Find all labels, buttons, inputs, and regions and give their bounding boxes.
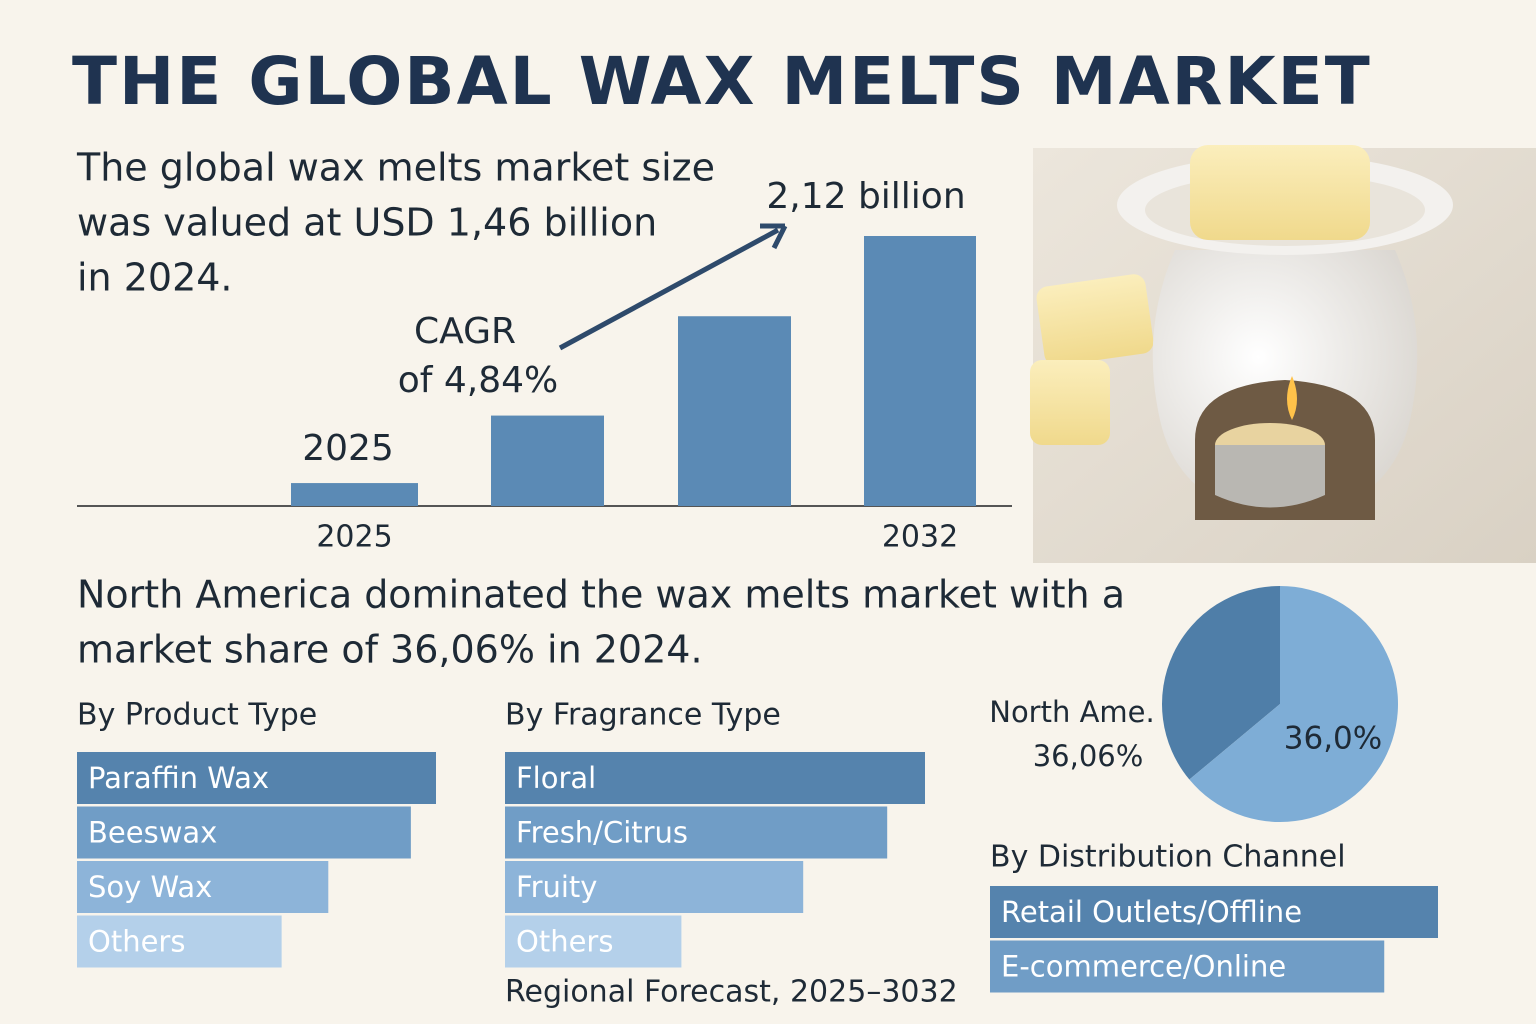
annotation: 2025 xyxy=(302,428,394,469)
bar xyxy=(77,915,282,968)
section-heading: By Product Type xyxy=(77,698,317,733)
bar xyxy=(864,236,976,506)
intro-line: in 2024. xyxy=(77,256,233,300)
annotation: CAGR xyxy=(414,311,516,352)
bar xyxy=(990,940,1385,993)
bar-label: Retail Outlets/Offline xyxy=(1001,895,1302,929)
bar-label: E-commerce/Online xyxy=(1001,950,1286,984)
bar-label: Fruity xyxy=(516,870,597,904)
section-heading: By Distribution Channel xyxy=(990,840,1346,875)
bar-label: Fresh/Citrus xyxy=(516,816,688,850)
bar-label: Soy Wax xyxy=(88,870,212,904)
bar xyxy=(990,886,1438,938)
bar xyxy=(678,316,791,506)
bar xyxy=(505,915,682,968)
page-title: THE GLOBAL WAX MELTS MARKET xyxy=(72,43,1372,120)
intro-line: was valued at USD 1,46 billion xyxy=(77,201,657,245)
bar xyxy=(291,483,418,506)
bar-label: Floral xyxy=(516,761,596,795)
region-line: market share of 36,06% in 2024. xyxy=(77,628,703,672)
bar-label: Beeswax xyxy=(88,816,217,850)
bar xyxy=(77,806,411,859)
bar xyxy=(491,415,604,506)
bar-label: Others xyxy=(88,925,185,959)
photo xyxy=(1030,145,1536,563)
cagr-arrow-head xyxy=(760,223,788,250)
footer: Regional Forecast, 2025–3032 xyxy=(505,975,958,1010)
bar-label: Paraffin Wax xyxy=(88,761,269,795)
bar xyxy=(505,861,804,913)
bar xyxy=(505,806,888,859)
bar xyxy=(505,752,925,804)
pie-slice xyxy=(1189,586,1398,822)
pie-value-label: 36,06% xyxy=(1033,739,1144,773)
bar xyxy=(77,752,436,804)
x-tick-label: 2032 xyxy=(882,520,958,555)
annotation: of 4,84% xyxy=(398,360,559,401)
pie-annotation: 36,0% xyxy=(1284,721,1382,757)
pie-slice xyxy=(1162,586,1280,780)
value-label: 2,12 billion xyxy=(766,176,965,217)
x-tick-label: 2025 xyxy=(316,520,392,555)
bar-label: Others xyxy=(516,925,613,959)
section-heading: By Fragrance Type xyxy=(505,698,781,733)
bar xyxy=(77,861,329,913)
region-line: North America dominated the wax melts ma… xyxy=(77,573,1125,617)
pie-label: North Ame. xyxy=(989,695,1154,729)
intro-line: The global wax melts market size xyxy=(76,146,715,190)
cagr-arrow xyxy=(558,227,780,351)
